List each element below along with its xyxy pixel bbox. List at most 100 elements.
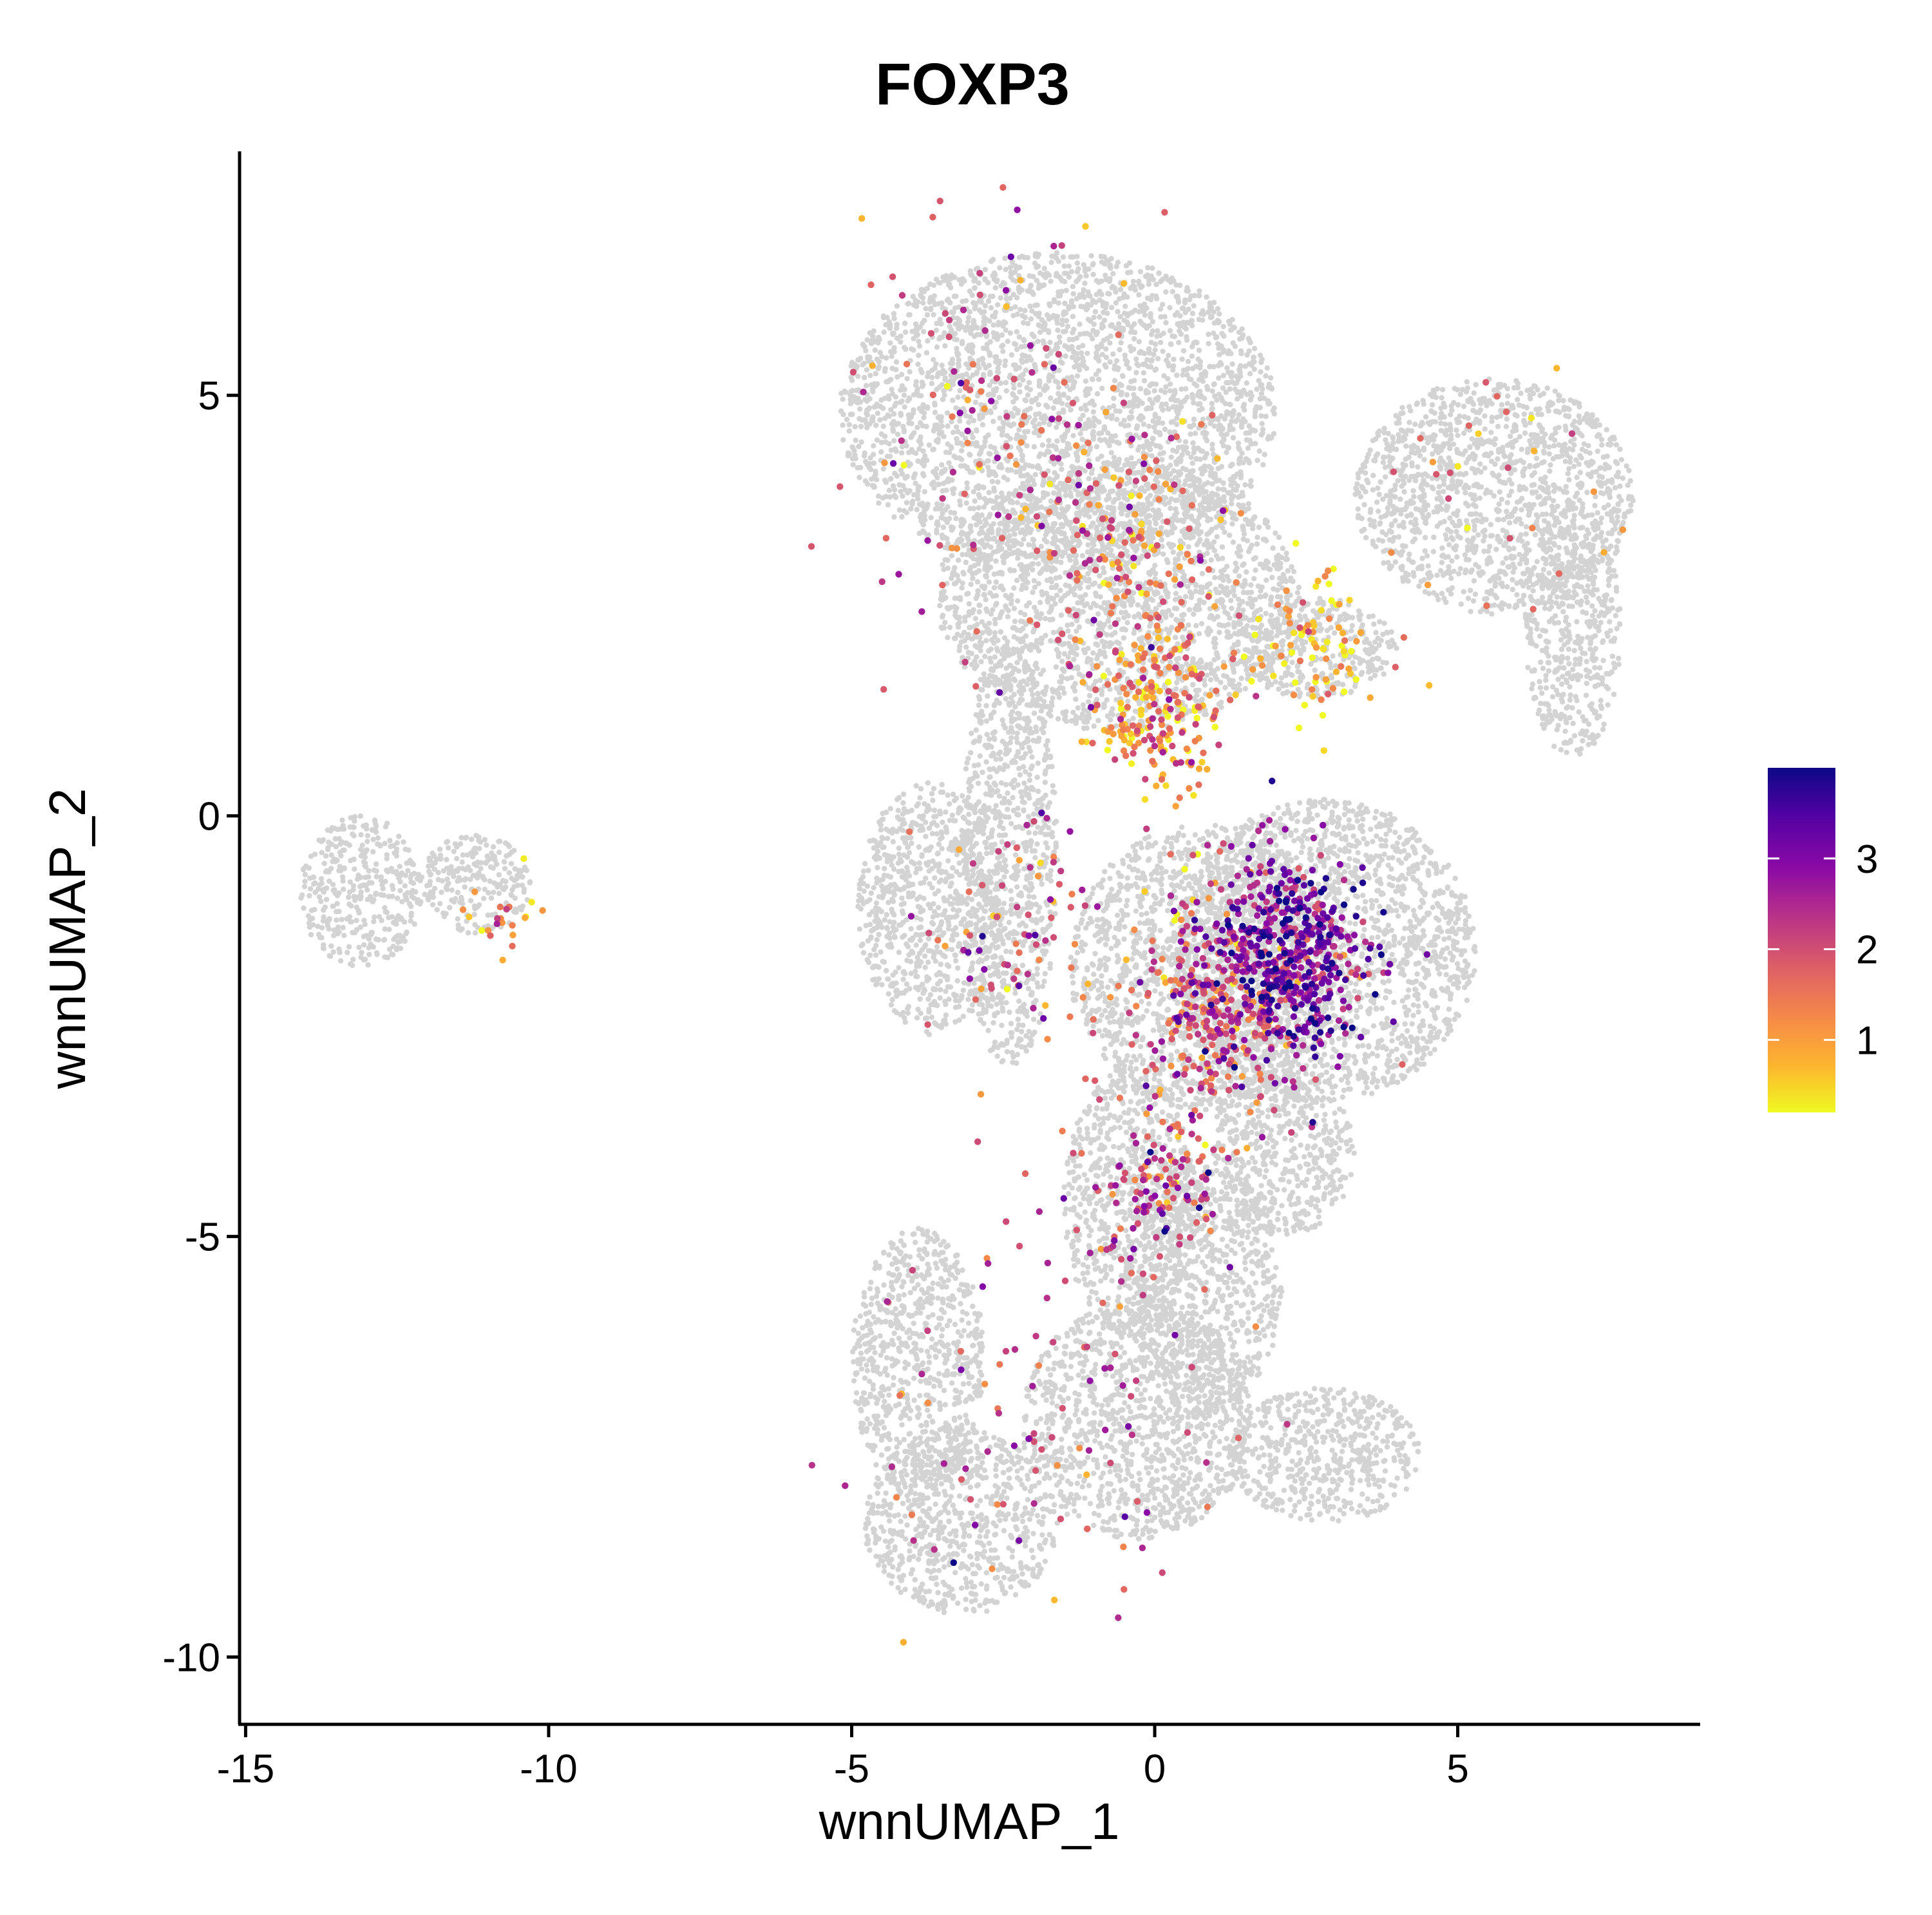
- background-cell: [864, 421, 869, 426]
- background-cell: [1036, 402, 1041, 408]
- background-cell: [1224, 450, 1229, 455]
- background-cell: [1046, 449, 1052, 455]
- background-cell: [1114, 524, 1121, 531]
- background-cell: [1086, 292, 1092, 298]
- background-cell: [1043, 688, 1048, 694]
- background-cell: [893, 394, 899, 400]
- background-cell: [1131, 346, 1137, 352]
- background-cell: [921, 289, 927, 294]
- background-cell: [1268, 613, 1274, 618]
- background-cell: [882, 368, 888, 374]
- background-cell: [1221, 567, 1227, 573]
- background-cell: [1022, 531, 1028, 537]
- background-cell: [990, 607, 996, 613]
- background-cell: [979, 444, 985, 451]
- background-cell: [914, 392, 920, 397]
- background-cell: [850, 462, 856, 468]
- background-cell: [1051, 490, 1057, 496]
- background-cell: [987, 451, 993, 457]
- background-cell: [1063, 718, 1070, 725]
- background-cell: [1173, 686, 1179, 692]
- background-cell: [1027, 600, 1032, 606]
- background-cell: [1193, 623, 1199, 629]
- background-cell: [900, 493, 905, 499]
- background-cell: [963, 500, 969, 506]
- background-cell: [1227, 327, 1234, 333]
- background-cell: [1101, 701, 1107, 707]
- background-cell: [1058, 612, 1065, 618]
- background-cell: [922, 489, 928, 495]
- background-cell: [1078, 406, 1084, 412]
- background-cell: [1061, 690, 1067, 696]
- background-cell: [1167, 328, 1173, 334]
- background-cell: [866, 405, 873, 411]
- background-cell: [846, 422, 853, 428]
- background-cell: [1039, 442, 1046, 448]
- background-cell: [1048, 713, 1054, 719]
- background-cell: [981, 552, 987, 558]
- background-cell: [1103, 272, 1108, 278]
- background-cell: [909, 501, 915, 507]
- background-cell: [1061, 669, 1067, 674]
- background-cell: [1251, 556, 1257, 562]
- background-cell: [846, 450, 851, 456]
- background-cell: [1163, 384, 1169, 390]
- background-cell: [1171, 363, 1177, 369]
- background-cell: [916, 338, 922, 345]
- background-cell: [1189, 682, 1196, 688]
- background-cell: [975, 557, 981, 562]
- background-cell: [1059, 466, 1065, 472]
- background-cell: [937, 603, 943, 609]
- background-cell: [967, 309, 973, 315]
- background-cell: [1241, 561, 1247, 567]
- background-cell: [1121, 417, 1127, 423]
- background-cell: [1003, 388, 1010, 394]
- background-cell: [1218, 423, 1224, 429]
- background-cell: [1290, 578, 1296, 584]
- background-cell: [1095, 718, 1101, 723]
- background-cell: [939, 462, 945, 468]
- background-cell: [1043, 616, 1048, 622]
- background-cell: [1262, 517, 1269, 523]
- background-cell: [1130, 278, 1137, 285]
- background-cell: [1227, 427, 1233, 433]
- background-cell: [1150, 265, 1155, 271]
- background-cell: [1012, 341, 1019, 347]
- background-cell: [1153, 474, 1160, 480]
- background-cell: [1124, 620, 1130, 625]
- background-cell: [1204, 672, 1210, 678]
- background-cell: [1139, 350, 1145, 356]
- background-cell: [1147, 446, 1153, 453]
- background-cell: [1056, 691, 1061, 697]
- background-cell: [1233, 487, 1239, 493]
- background-cell: [1115, 460, 1122, 466]
- background-cell: [1037, 270, 1043, 276]
- background-cell: [1191, 400, 1197, 406]
- background-cell: [916, 484, 922, 490]
- background-cell: [958, 531, 965, 537]
- background-cell: [1082, 280, 1088, 286]
- background-cell: [1136, 701, 1142, 707]
- background-cell: [971, 489, 976, 495]
- background-cell: [1014, 329, 1020, 335]
- background-cell: [1141, 377, 1148, 384]
- background-cell: [1137, 386, 1144, 392]
- background-cell: [1014, 410, 1021, 416]
- background-cell: [1198, 621, 1205, 627]
- background-cell: [849, 411, 855, 417]
- background-cell: [1124, 312, 1131, 319]
- background-cell: [1195, 488, 1201, 494]
- background-cell: [940, 614, 945, 620]
- background-cell: [1070, 433, 1076, 439]
- background-cell: [958, 463, 964, 469]
- background-cell: [1285, 567, 1291, 574]
- background-cell: [982, 566, 988, 573]
- background-cell: [945, 423, 951, 429]
- background-cell: [1032, 361, 1037, 368]
- background-cell: [1186, 622, 1191, 628]
- background-cell: [1183, 326, 1189, 332]
- background-cell: [987, 383, 992, 388]
- background-cell: [848, 401, 854, 406]
- background-cell: [935, 301, 942, 307]
- background-cell: [920, 295, 926, 301]
